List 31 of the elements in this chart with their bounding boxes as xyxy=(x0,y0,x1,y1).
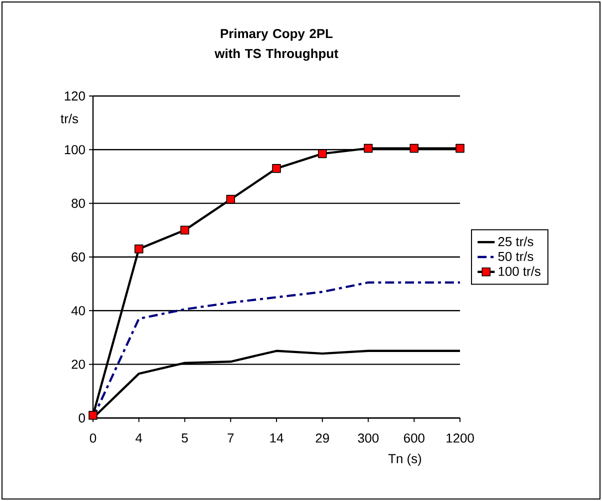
x-tick-label: 29 xyxy=(316,434,329,443)
x-tick-label: 14 xyxy=(270,434,284,442)
x-tick-label: 1200 xyxy=(446,434,474,443)
point xyxy=(456,144,464,153)
legend-label: 50 tr/s xyxy=(498,252,534,262)
x-tick-label: 0 xyxy=(90,434,96,443)
point xyxy=(180,226,190,235)
point xyxy=(226,194,236,204)
point xyxy=(318,149,327,158)
y-tick-label: 120 xyxy=(64,91,85,101)
x-tick-label: 600 xyxy=(404,434,424,443)
chart-title: Primary Copy 2PL with TS Throughput xyxy=(214,28,338,61)
y-tick-label: 0 xyxy=(78,413,85,423)
legend-label: 100 tr/s xyxy=(498,266,540,276)
point xyxy=(410,144,419,153)
y-tick-label: 20 xyxy=(72,360,85,369)
y-axis-title: tr/s xyxy=(60,114,78,124)
x-tick-label: 5 xyxy=(182,434,188,443)
x-axis-title: Tn (s) xyxy=(388,454,422,466)
y-tick-label: 100 xyxy=(64,145,85,154)
y-tick-label: 40 xyxy=(71,306,85,316)
x-tick-label: 4 xyxy=(136,434,142,442)
y-tick-label: 80 xyxy=(72,198,85,208)
point xyxy=(134,244,144,254)
x-tick-label: 7 xyxy=(228,434,234,442)
point xyxy=(88,410,98,420)
point xyxy=(364,144,373,153)
x-tick-label: 300 xyxy=(358,434,379,443)
point xyxy=(272,164,281,173)
y-tick-label: 60 xyxy=(72,252,85,262)
legend-label: 25 tr/s xyxy=(498,236,534,246)
